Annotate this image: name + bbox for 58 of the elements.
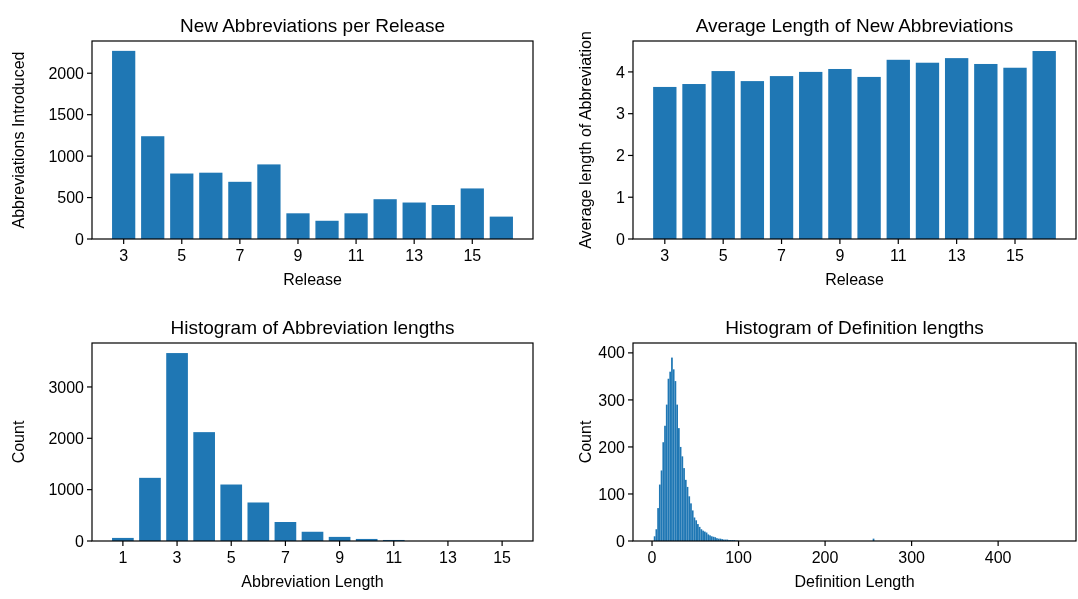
- x-tick-label: 9: [835, 247, 845, 264]
- x-tick-label: 7: [280, 549, 290, 566]
- x-tick-label: 11: [347, 247, 365, 264]
- y-tick-label: 0: [75, 230, 85, 248]
- x-tick-label: 13: [947, 247, 966, 264]
- chart-title: Histogram of Abbreviation lengths: [170, 317, 455, 338]
- y-tick-label: 4: [616, 63, 626, 81]
- y-tick-label: 3000: [48, 378, 85, 396]
- x-axis-title: Release: [825, 271, 884, 288]
- x-tick-label: 5: [177, 247, 187, 264]
- x-axis-title: Abbreviation Length: [241, 573, 384, 590]
- chart-title: Average Length of New Abbreviations: [695, 15, 1014, 36]
- y-tick-label: 2: [616, 147, 626, 165]
- x-tick-label: 5: [718, 247, 728, 264]
- x-tick-label: 400: [984, 549, 1012, 566]
- chart-title: New Abbreviations per Release: [179, 15, 446, 36]
- x-tick-label: 7: [235, 247, 245, 264]
- y-tick-label: 1000: [48, 147, 85, 165]
- y-tick-label: 1500: [48, 106, 85, 124]
- y-axis-title: Average length of Abbreviation: [577, 31, 594, 249]
- y-tick-label: 0: [75, 532, 85, 550]
- x-tick-label: 11: [385, 549, 403, 566]
- x-tick-label: 0: [647, 549, 657, 566]
- x-tick-label: 13: [439, 549, 457, 566]
- y-tick-label: 300: [598, 391, 626, 409]
- chart-title: Histogram of Definition lengths: [725, 317, 984, 338]
- x-axis-title: Definition Length: [794, 573, 915, 590]
- y-tick-label: 3: [616, 105, 626, 123]
- x-axis-title: Release: [283, 271, 342, 288]
- y-tick-label: 1000: [48, 481, 85, 499]
- x-tick-label: 5: [226, 549, 236, 566]
- x-tick-label: 9: [293, 247, 303, 264]
- y-tick-label: 100: [598, 485, 626, 503]
- x-tick-label: 3: [660, 247, 670, 264]
- x-tick-label: 15: [463, 247, 482, 264]
- y-axis-title: Count: [577, 420, 594, 464]
- y-tick-label: 2000: [48, 429, 85, 447]
- x-tick-label: 9: [335, 549, 345, 566]
- x-tick-label: 1: [118, 549, 128, 566]
- x-tick-label: 100: [725, 549, 752, 566]
- y-tick-label: 500: [57, 189, 85, 207]
- x-tick-label: 15: [493, 549, 512, 566]
- y-tick-label: 200: [598, 438, 626, 456]
- x-tick-label: 3: [119, 247, 129, 264]
- y-tick-label: 2000: [48, 64, 85, 82]
- x-tick-label: 15: [1006, 247, 1025, 264]
- y-tick-label: 0: [616, 230, 626, 248]
- x-tick-label: 11: [889, 247, 907, 264]
- x-tick-label: 7: [777, 247, 787, 264]
- y-tick-label: 1: [616, 188, 626, 206]
- x-tick-label: 300: [898, 549, 926, 566]
- x-tick-label: 13: [405, 247, 424, 264]
- y-tick-label: 400: [598, 344, 626, 362]
- x-tick-label: 3: [172, 549, 182, 566]
- x-tick-label: 200: [811, 549, 839, 566]
- y-tick-label: 0: [616, 532, 626, 550]
- y-axis-title: Abbreviations Introduced: [10, 51, 27, 229]
- y-axis-title: Count: [10, 420, 27, 464]
